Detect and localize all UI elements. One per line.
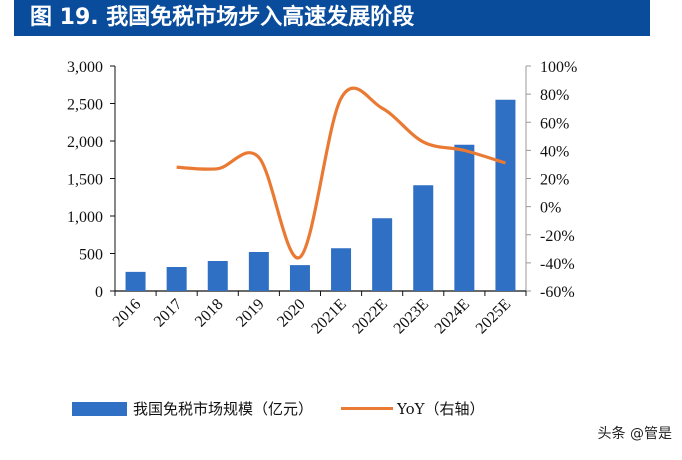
yoy-line: [176, 86, 506, 260]
bar-2017: [166, 267, 187, 291]
bar-2018: [207, 261, 228, 291]
legend-label-line: YoY（右轴）: [397, 400, 485, 418]
bar-2019: [248, 252, 269, 291]
right-tick-label: 20%: [540, 172, 569, 189]
left-tick-label: 0: [95, 284, 103, 301]
left-tick-label: 1,500: [67, 172, 103, 189]
right-tick-label: 80%: [540, 87, 569, 104]
right-tick-label: -60%: [540, 284, 575, 301]
x-tick-label: 2016: [110, 296, 145, 331]
figure-title: 图 19. 我国免税市场步入高速发展阶段: [14, 0, 650, 36]
legend-swatch-line: [341, 407, 394, 410]
x-tick-label: 2021E: [308, 296, 350, 338]
legend: 我国免税市场规模（亿元） YoY（右轴）: [72, 398, 485, 419]
x-tick-label: 2023E: [391, 296, 433, 338]
x-tick-label: 2024E: [432, 296, 474, 338]
bar-2022E: [372, 218, 393, 291]
bar-2023E: [413, 185, 434, 291]
bar-2025E: [495, 99, 516, 291]
chart: 0 500 1,000 1,500 2,000 2,500 3,000 -60% -40% -20…: [67, 59, 577, 338]
x-tick-label: 2017: [151, 296, 186, 331]
right-tick-label: 100%: [540, 59, 577, 76]
right-tick-label: 40%: [540, 143, 569, 160]
x-tick-label: 2018: [192, 296, 227, 331]
left-tick-label: 3,000: [67, 59, 103, 76]
right-tick-label: 0%: [540, 200, 561, 217]
bar-2016: [125, 271, 146, 291]
bar-2020: [289, 265, 310, 291]
left-tick-label: 500: [79, 247, 103, 264]
x-tick-label: 2020: [274, 296, 309, 331]
x-tick-label: 2019: [233, 296, 268, 331]
left-tick-label: 1,000: [67, 209, 103, 226]
x-tick-label: 2022E: [349, 296, 391, 338]
x-tick-label: 2025E: [473, 296, 515, 338]
left-tick-label: 2,500: [67, 97, 103, 114]
right-tick-label: -20%: [540, 228, 575, 245]
legend-label-bar: 我国免税市场规模（亿元）: [133, 400, 314, 418]
bar-2024E: [454, 144, 475, 291]
watermark: 头条 @管是: [597, 426, 672, 442]
left-tick-label: 2,000: [67, 134, 103, 151]
legend-swatch-bar: [72, 401, 127, 416]
right-tick-label: -40%: [540, 256, 575, 273]
right-tick-label: 60%: [540, 115, 569, 132]
bar-2021E: [331, 248, 352, 291]
